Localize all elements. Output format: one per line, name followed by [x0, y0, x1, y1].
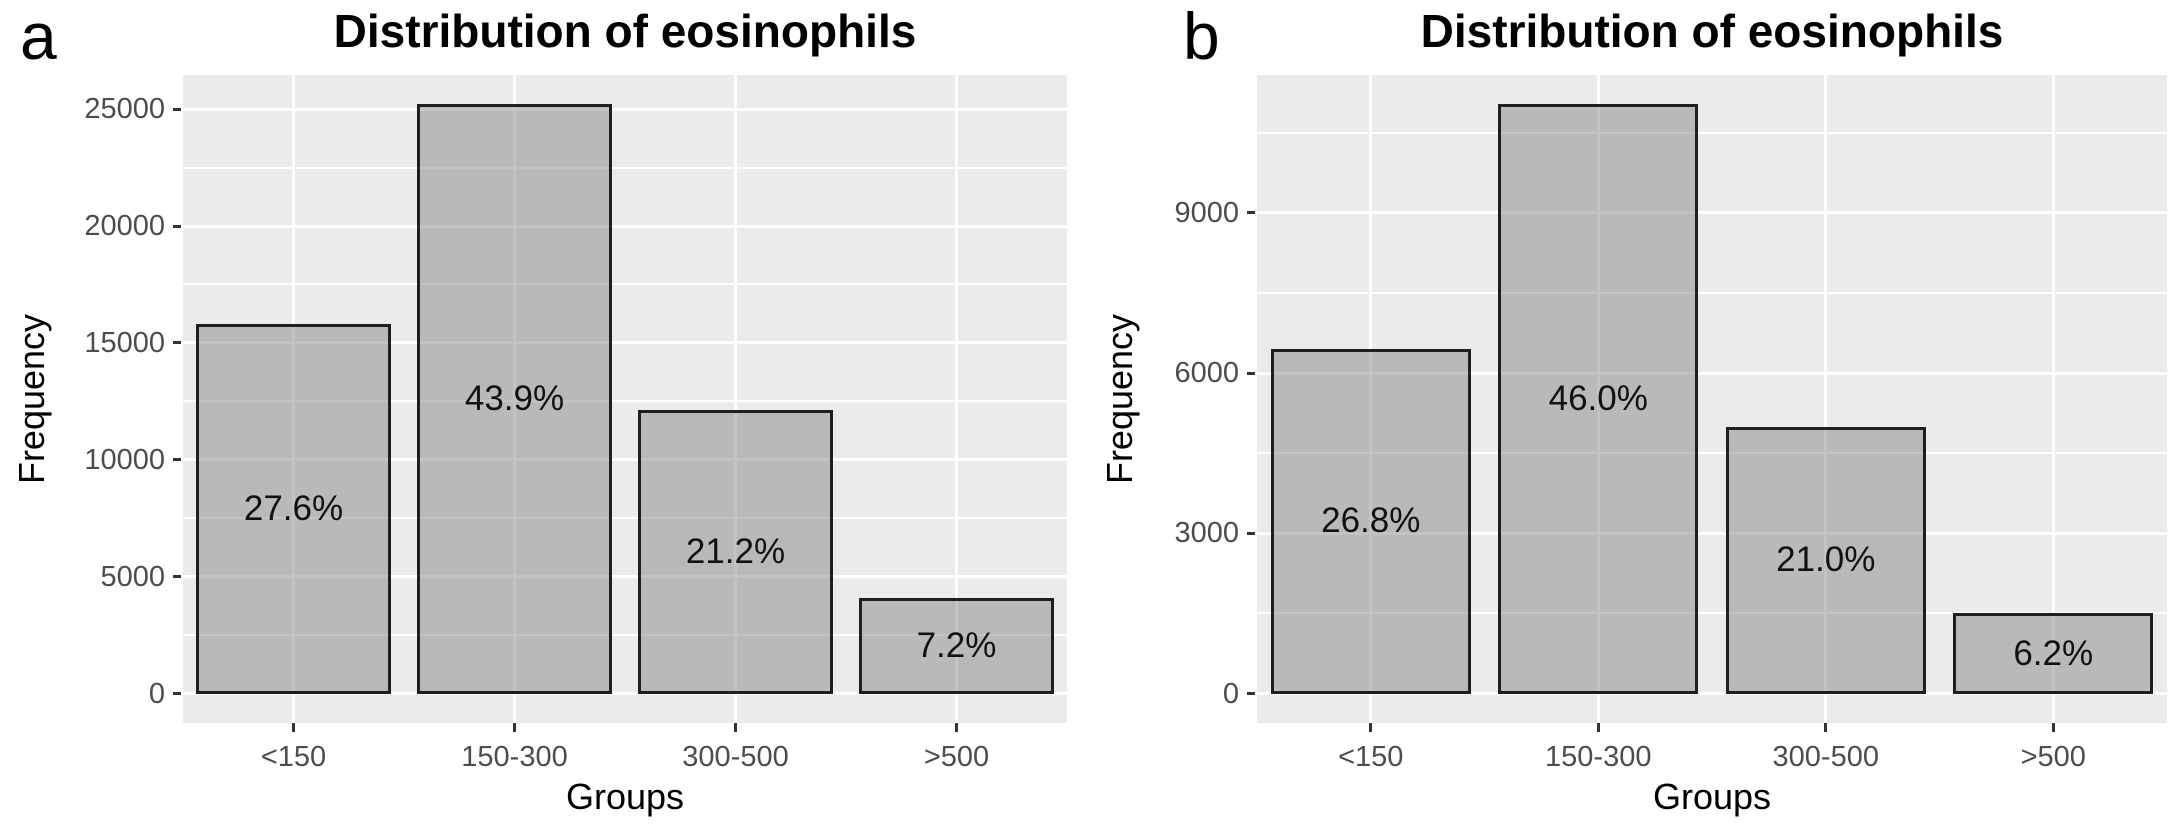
major-gridline: [183, 575, 1067, 579]
major-gridline: [183, 341, 1067, 345]
bar-300-500: [1725, 426, 1926, 694]
x-tick-label: >500: [2020, 741, 2086, 773]
panel-letter-a: a: [20, 0, 57, 73]
x-tick-mark: [292, 723, 295, 732]
major-gridline: [183, 224, 1067, 228]
y-tick-mark: [173, 458, 181, 462]
bar->500: [1953, 613, 2154, 694]
panel-b: b Distribution of eosinophils Frequency …: [1088, 0, 2175, 831]
bar-150-300: [417, 104, 612, 694]
x-tick-label: 300-500: [1772, 741, 1879, 773]
y-tick-label: 3000: [1174, 517, 1239, 550]
minor-gridline: [1257, 292, 2167, 294]
x-tick-mark: [2051, 723, 2055, 732]
bar-150-300: [1498, 104, 1699, 694]
minor-gridline: [1257, 452, 2167, 455]
x-tick-mark: [513, 723, 516, 732]
y-tick-label: 15000: [84, 326, 165, 359]
major-gridline: [183, 692, 1067, 696]
panel-a: a Distribution of eosinophils Frequency …: [0, 0, 1087, 831]
y-tick-mark: [173, 692, 181, 696]
major-gridline: [1257, 371, 2167, 375]
x-tick-mark: [1596, 723, 1600, 732]
y-tick-label: 0: [148, 677, 165, 710]
y-axis-title-a: Frequency: [11, 313, 52, 485]
x-tick-mark: [1369, 723, 1373, 732]
major-gridline: [183, 107, 1067, 111]
y-tick-label: 10000: [84, 443, 165, 476]
y-tick-label: 20000: [84, 210, 165, 242]
x-tick-mark: [955, 723, 958, 732]
x-tick-label: <150: [1338, 741, 1404, 773]
bar-percentaage-label: 21.2%: [685, 531, 786, 571]
y-tick-mark: [173, 575, 181, 579]
x-tick-mark: [734, 723, 737, 732]
plot-area-a: 27.6% 43.9% 21.2% 7.2%: [183, 75, 1067, 723]
plot-area-b: 26.8% 46.0% 21.0% 6.2%: [1257, 75, 2167, 723]
major-gridline: [1257, 531, 2167, 535]
x-tick-label: 300-500: [682, 741, 789, 773]
y-tick-mark: [173, 107, 181, 111]
bar-percentaage-label: 27.6%: [243, 488, 344, 528]
x-tick-label: 150-300: [1545, 741, 1652, 773]
y-tick-mark: [1247, 692, 1255, 696]
y-tick-label: 25000: [84, 93, 165, 126]
x-axis-title-a: Groups: [565, 776, 685, 817]
major-gridline: [183, 458, 1067, 462]
bar->500: [859, 597, 1054, 694]
y-tick-mark: [173, 224, 181, 228]
minor-gridline: [183, 166, 1067, 169]
bar-percentaage-label: 43.9%: [464, 379, 565, 418]
major-gridline-vertical: [2051, 75, 2055, 723]
bar-300-500: [638, 409, 833, 694]
panel-letter-b: b: [1183, 0, 1220, 73]
major-gridline: [1257, 211, 2167, 215]
major-gridline-vertical: [734, 75, 737, 723]
bar-percentaage-label: 6.2%: [2013, 633, 2094, 673]
x-tick-label: <150: [260, 741, 327, 773]
x-tick-mark: [1824, 723, 1828, 732]
bar-percentaage-label: 21.0%: [1776, 540, 1876, 580]
minor-gridline: [183, 283, 1067, 286]
minor-gridline: [183, 517, 1067, 520]
y-tick-mark: [173, 341, 181, 345]
major-gridline-vertical: [1824, 75, 1828, 723]
bar-<150: [196, 324, 391, 694]
y-tick-mark: [1247, 211, 1255, 215]
minor-gridline: [183, 634, 1067, 637]
minor-gridline: [1257, 131, 2167, 134]
minor-gridline: [1257, 612, 2167, 615]
x-axis-title-b: Groups: [1652, 776, 1772, 817]
y-tick-mark: [1247, 531, 1255, 535]
y-tick-label: 6000: [1174, 357, 1239, 390]
x-tick-label: 150-300: [461, 741, 568, 773]
bar-percentaage-label: 26.8%: [1321, 501, 1421, 541]
y-tick-label: 9000: [1174, 196, 1239, 229]
major-gridline: [1257, 692, 2167, 696]
minor-gridline: [183, 400, 1067, 403]
y-tick-mark: [1247, 371, 1255, 375]
y-tick-label: 5000: [100, 560, 165, 593]
bar-percentaage-label: 7.2%: [916, 625, 997, 665]
chart-title-a: Distribution of eosinophils: [333, 5, 917, 57]
y-tick-label: 0: [1222, 677, 1239, 710]
x-tick-label: >500: [923, 741, 990, 773]
bar-<150: [1270, 349, 1471, 694]
chart-title-b: Distribution of eosinophils: [1420, 5, 2004, 57]
bar-percentaage-label: 46.0%: [1548, 379, 1648, 419]
major-gridline-vertical: [955, 75, 958, 723]
